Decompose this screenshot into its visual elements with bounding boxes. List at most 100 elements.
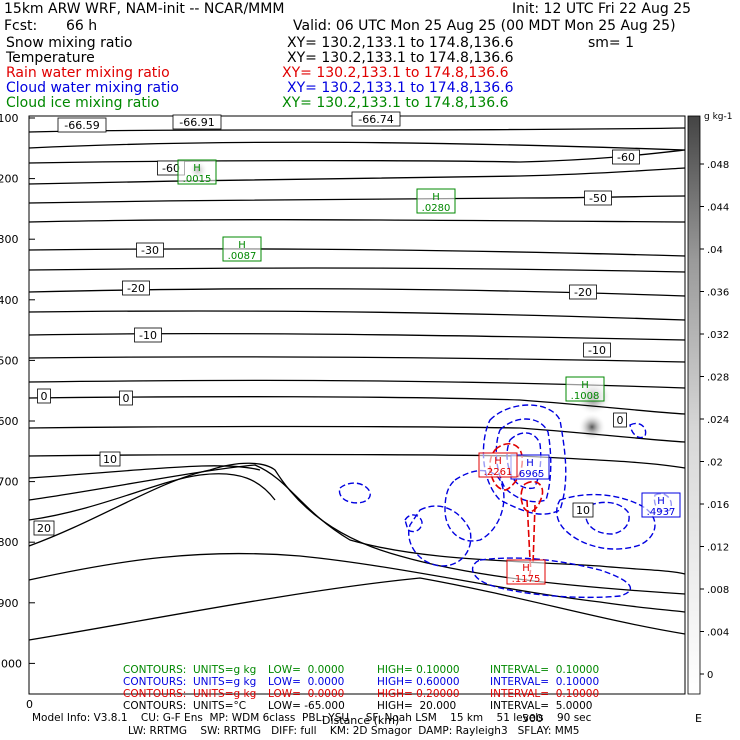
contour-info-units: CONTOURS: UNITS=°C — [123, 700, 247, 712]
contour-info-low: LOW= 0.0000 — [268, 664, 345, 676]
maximum-box — [177, 159, 217, 185]
temperature-label-box — [172, 114, 222, 130]
colorbar-tick-label: .02 — [707, 458, 723, 469]
init-time: Init: 12 UTC Fri 22 Aug 25 — [512, 1, 692, 17]
y-tick-label: 500 — [0, 354, 19, 367]
y-tick-label: 400 — [0, 294, 19, 307]
temperature-label: -66.74 — [358, 113, 393, 126]
x-tick-label: E — [695, 712, 702, 725]
temperature-label-box — [613, 412, 627, 428]
temperature-contours — [28, 127, 686, 641]
colorbar-tick-label: .032 — [707, 330, 729, 341]
x-tick-label: 500 — [522, 712, 543, 725]
colorbar-tick-label: .012 — [707, 543, 729, 554]
maximum-marker: H — [522, 563, 530, 574]
temperature-label-box — [119, 390, 133, 406]
contour-info-high: HIGH= 0.20000 — [377, 688, 460, 700]
temperature-label: -60 — [617, 151, 635, 164]
temperature-label: 10 — [576, 504, 590, 517]
field-name: Rain water mixing ratio — [6, 65, 170, 81]
field-xy: XY= 130.2,133.1 to 174.8,136.6 — [287, 80, 514, 96]
x-tick-label: 0 — [26, 698, 33, 711]
temperature-label: -66.59 — [64, 119, 99, 132]
y-tick-label: 600 — [0, 415, 19, 428]
temperature-label-box — [351, 111, 401, 127]
temperature-label: -50 — [589, 192, 607, 205]
maximum-value: .6965 — [516, 469, 545, 480]
colorbar-tick-label: .016 — [707, 500, 729, 511]
field-name: Cloud water mixing ratio — [6, 80, 179, 96]
colorbar-units: g kg-1 — [704, 112, 733, 122]
maximum-box — [416, 188, 456, 214]
colorbar-tick-label: .024 — [707, 415, 729, 426]
temperature-label: -66.91 — [179, 116, 214, 129]
temperature-label-box — [122, 280, 150, 296]
temperature-label-box — [37, 388, 51, 404]
temperature-label-box — [134, 327, 162, 343]
temperature-label: -60 — [162, 162, 180, 175]
maximum-box — [641, 492, 681, 518]
contour-info-interval: INTERVAL= 0.10000 — [490, 676, 600, 688]
maximum-value: .1008 — [571, 391, 600, 402]
temperature-label-box — [99, 451, 121, 467]
maximum-value: .0087 — [228, 251, 257, 262]
contour-info-interval: INTERVAL= 0.10000 — [490, 688, 600, 700]
temperature-label-box — [136, 242, 164, 258]
shaded-max — [578, 413, 606, 441]
temperature-label-box — [57, 117, 107, 133]
temperature-label: 0 — [617, 414, 624, 427]
temperature-label-box — [569, 284, 597, 300]
maximum-value: .2261 — [484, 467, 513, 478]
maximum-value: .4937 — [647, 507, 676, 518]
temperature-label-box — [33, 520, 55, 536]
temperature-label: 20 — [37, 522, 51, 535]
field-xy: XY= 130.2,133.1 to 174.8,136.6 — [287, 50, 514, 66]
maximum-marker: H — [581, 380, 589, 391]
contour-info-units: CONTOURS: UNITS=g kg — [123, 664, 257, 676]
maximum-marker: H — [657, 496, 665, 507]
contour-info-interval: INTERVAL= 0.10000 — [490, 664, 600, 676]
temperature-label: -20 — [127, 282, 145, 295]
temperature-label: -10 — [139, 329, 157, 342]
maximum-value: .1175 — [512, 574, 541, 585]
colorbar-tick-label: .028 — [707, 373, 729, 384]
valid-time: Valid: 06 UTC Mon 25 Aug 25 (00 MDT Mon … — [293, 18, 676, 34]
contour-info-high: HIGH= 0.10000 — [377, 664, 460, 676]
colorbar-tick-label: .048 — [707, 160, 729, 171]
contour-info-low: LOW= 0.0000 — [268, 688, 345, 700]
y-tick-label: 100 — [0, 112, 19, 125]
contour-info-low: LOW= -65.000 — [268, 700, 345, 712]
maximum-marker: H — [238, 240, 246, 251]
fcst-value: 66 h — [66, 18, 98, 34]
colorbar-tick-label: .036 — [707, 288, 729, 299]
maximum-box — [565, 376, 605, 402]
colorbar-tick-label: .04 — [707, 245, 723, 256]
contour-info-high: HIGH= 0.60000 — [377, 676, 460, 688]
temperature-label-box — [572, 502, 594, 518]
colorbar-tick-label: .044 — [707, 203, 729, 214]
contour-info-interval: INTERVAL= 5.0000 — [490, 700, 593, 712]
maximum-value: .0015 — [183, 174, 212, 185]
temperature-label-box — [612, 149, 640, 165]
field-name: Snow mixing ratio — [6, 35, 133, 51]
temperature-label: 0 — [41, 390, 48, 403]
y-tick-label: 700 — [0, 476, 19, 489]
maximum-box — [222, 236, 262, 262]
model-info-line2: LW: RRTMG SW: RRTMG DIFF: full KM: 2D Sm… — [128, 725, 580, 737]
contour-info-units: CONTOURS: UNITS=g kg — [123, 676, 257, 688]
contour-info-units: CONTOURS: UNITS=g kg — [123, 688, 257, 700]
maximum-marker: H — [432, 192, 440, 203]
maximum-marker: H — [494, 456, 502, 467]
field-name: Cloud ice mixing ratio — [6, 95, 160, 111]
temperature-label: -30 — [141, 244, 159, 257]
field-name: Temperature — [6, 50, 95, 66]
temperature-label: -10 — [588, 344, 606, 357]
field-xy: XY= 130.2,133.1 to 174.8,136.6 — [282, 65, 509, 81]
contour-info-low: LOW= 0.0000 — [268, 676, 345, 688]
smoothing-label: sm= 1 — [588, 35, 635, 51]
colorbar — [687, 115, 701, 695]
model-info-line1: Model Info: V3.8.1 CU: G-F Ens MP: WDM 6… — [32, 712, 592, 724]
maximum-box — [478, 452, 518, 478]
maximum-box — [506, 559, 546, 585]
